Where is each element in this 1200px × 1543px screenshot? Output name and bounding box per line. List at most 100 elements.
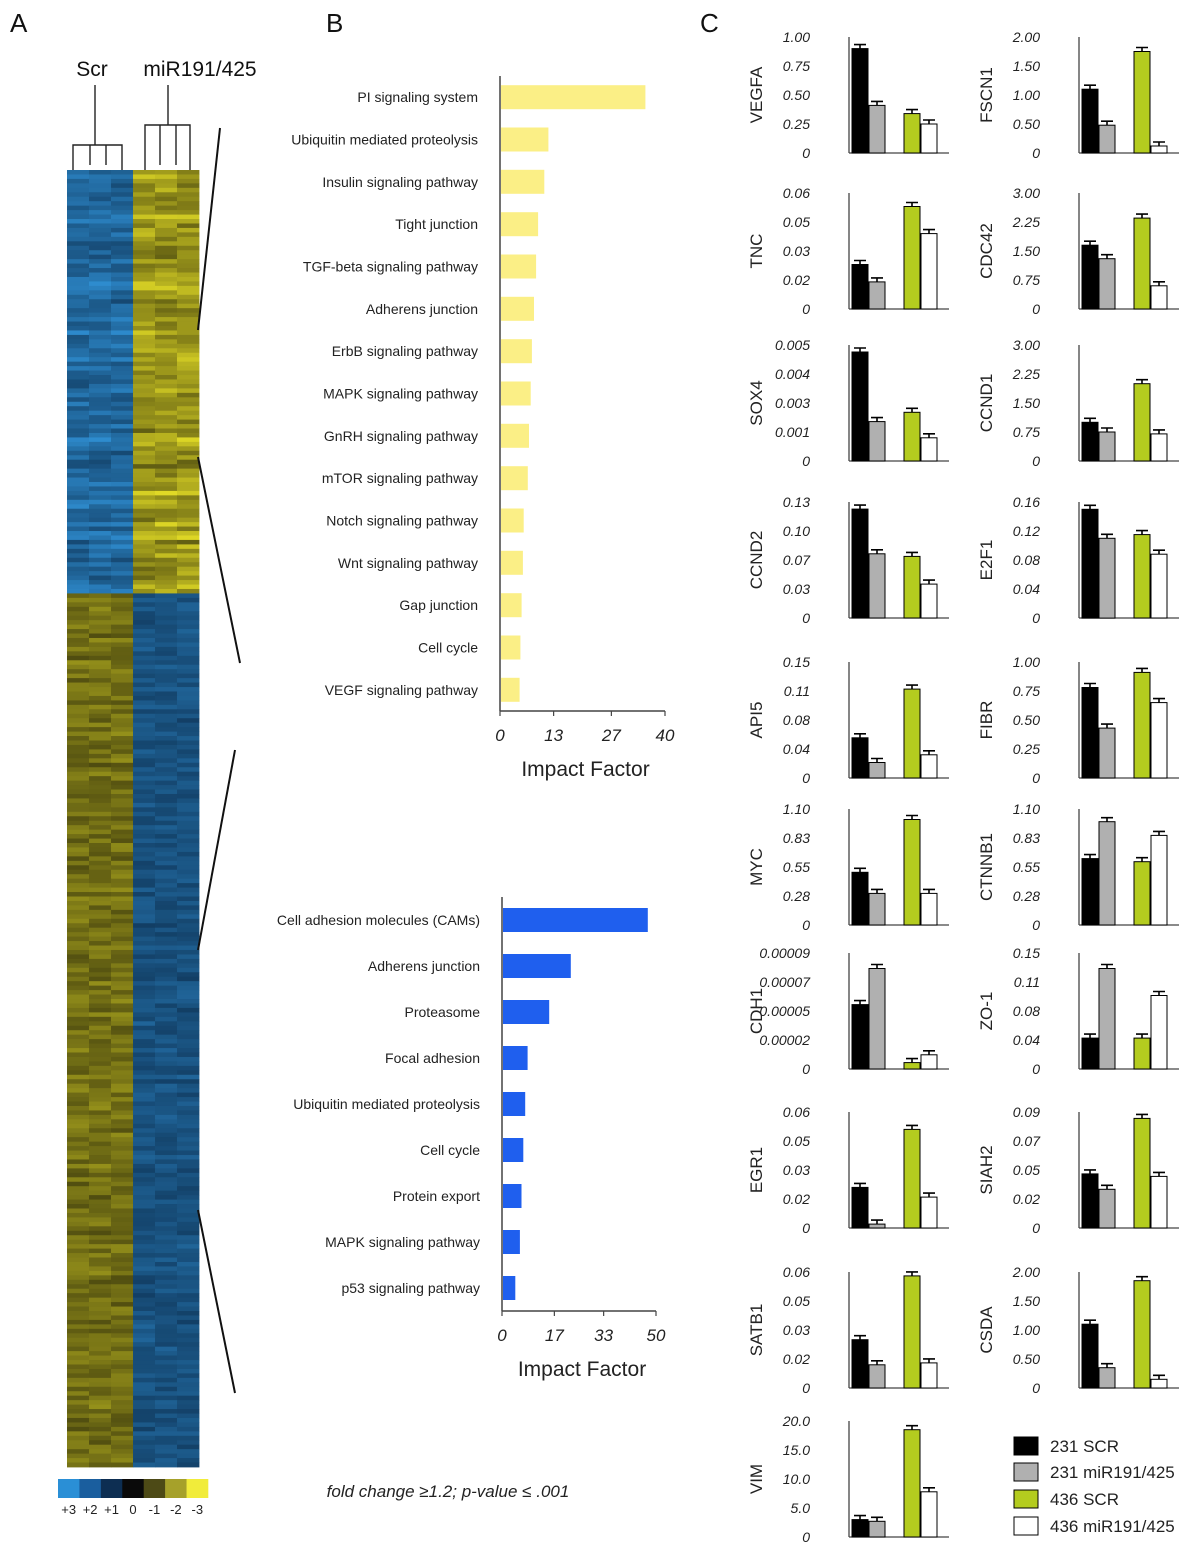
heatmap-cell: [67, 357, 90, 363]
heatmap-cell: [67, 793, 90, 799]
heatmap-cell: [67, 1422, 90, 1428]
pathway-label: Focal adhesion: [385, 1050, 480, 1066]
heatmap-cell: [177, 227, 200, 233]
heatmap-cell: [155, 651, 178, 657]
heatmap-cell: [111, 1021, 134, 1027]
heatmap-cell: [133, 553, 156, 559]
heatmap-cell: [155, 513, 178, 519]
heatmap-cell: [111, 192, 134, 198]
heatmap-cell: [67, 1453, 90, 1459]
heatmap-cell: [133, 312, 156, 318]
heatmap-cell: [133, 1346, 156, 1352]
heatmap-cell: [177, 1065, 200, 1071]
heatmap-cell: [133, 1284, 156, 1290]
heatmap-cell: [89, 1422, 112, 1428]
heatmap-cell: [111, 250, 134, 256]
heatmap-cell: [111, 1435, 134, 1441]
error-bar: [1101, 963, 1113, 969]
heatmap-cell: [155, 276, 178, 282]
heatmap-cell: [133, 1007, 156, 1013]
heatmap-cell: [67, 816, 90, 822]
heatmap-cell: [89, 1311, 112, 1316]
heatmap-cell: [89, 1360, 112, 1365]
heatmap-cell: [177, 326, 200, 331]
expression-bar: [903, 819, 921, 926]
heatmap-cell: [177, 985, 200, 991]
heatmap-cell: [67, 276, 90, 282]
heatmap-cell: [111, 477, 134, 483]
pathway-label: MAPK signaling pathway: [325, 1234, 480, 1250]
heatmap-cell: [111, 798, 134, 804]
heatmap-cell: [133, 1070, 156, 1076]
heatmap-cell: [133, 918, 156, 924]
heatmap-cell: [89, 905, 112, 911]
heatmap-cell: [177, 722, 200, 728]
heatmap-cell: [133, 392, 156, 398]
heatmap-cell: [67, 562, 90, 568]
heatmap-cell: [89, 330, 112, 336]
heatmap-cell: [155, 1302, 178, 1307]
heatmap-cell: [177, 1297, 200, 1303]
heatmap-cell: [133, 820, 156, 826]
heatmap-cell: [89, 205, 112, 211]
heatmap-cell: [177, 1070, 200, 1076]
heatmap-cell: [89, 856, 112, 862]
y-tick-label: 0: [1032, 610, 1040, 626]
heatmap-cell: [89, 1021, 112, 1027]
heatmap-cell: [111, 1097, 134, 1102]
heatmap-cell: [67, 183, 90, 189]
heatmap-cell: [133, 678, 156, 683]
heatmap-cell: [111, 1048, 134, 1053]
heatmap-cell: [133, 1168, 156, 1174]
heatmap-cell: [67, 1404, 90, 1410]
heatmap-cell: [89, 1391, 112, 1397]
heatmap-cell: [177, 1453, 200, 1459]
heatmap-cell: [67, 379, 90, 385]
heatmap-cell: [67, 1306, 90, 1312]
heatmap-cell: [133, 892, 156, 897]
heatmap-cell: [111, 285, 134, 291]
gene-name-label: TNC: [747, 234, 766, 269]
heatmap-cell: [155, 1097, 178, 1102]
heatmap-cell: [133, 718, 156, 724]
heatmap-cell: [133, 932, 156, 938]
heatmap-cell: [111, 1364, 134, 1370]
heatmap-cell: [177, 767, 200, 773]
y-tick-label: 0: [802, 770, 810, 786]
heatmap-cell: [177, 762, 200, 768]
heatmap-cell: [89, 602, 112, 608]
heatmap-cell: [177, 655, 200, 661]
heatmap-cell: [89, 722, 112, 728]
heatmap-cell: [89, 366, 112, 371]
expression-bar: [920, 1362, 938, 1389]
heatmap-cell: [133, 713, 156, 719]
heatmap-cell: [111, 254, 134, 260]
heatmap-cell: [111, 669, 134, 675]
heatmap-cell: [177, 1337, 200, 1343]
error-bar: [923, 1050, 935, 1055]
x-axis-title: Impact Factor: [521, 758, 649, 781]
heatmap-cell: [111, 1404, 134, 1410]
heatmap-cell: [177, 883, 200, 888]
heatmap-cell: [177, 361, 200, 367]
colorbar-label: -2: [170, 1502, 182, 1517]
heatmap-cell: [111, 807, 134, 813]
heatmap-cell: [111, 1159, 134, 1165]
heatmap-cell: [133, 1163, 156, 1169]
error-bar: [1136, 667, 1148, 673]
heatmap-cell: [177, 1422, 200, 1428]
heatmap-cell: [177, 495, 200, 501]
heatmap-cell: [177, 1114, 200, 1120]
heatmap-cell: [111, 637, 134, 643]
heatmap-cell: [177, 499, 200, 505]
expression-bar: [851, 264, 869, 310]
heatmap-cell: [111, 949, 134, 955]
heatmap-cell: [111, 334, 134, 340]
heatmap-cell: [89, 802, 112, 808]
heatmap-cell: [111, 655, 134, 661]
error-bar: [854, 259, 866, 265]
heatmap-cell: [177, 1261, 200, 1267]
